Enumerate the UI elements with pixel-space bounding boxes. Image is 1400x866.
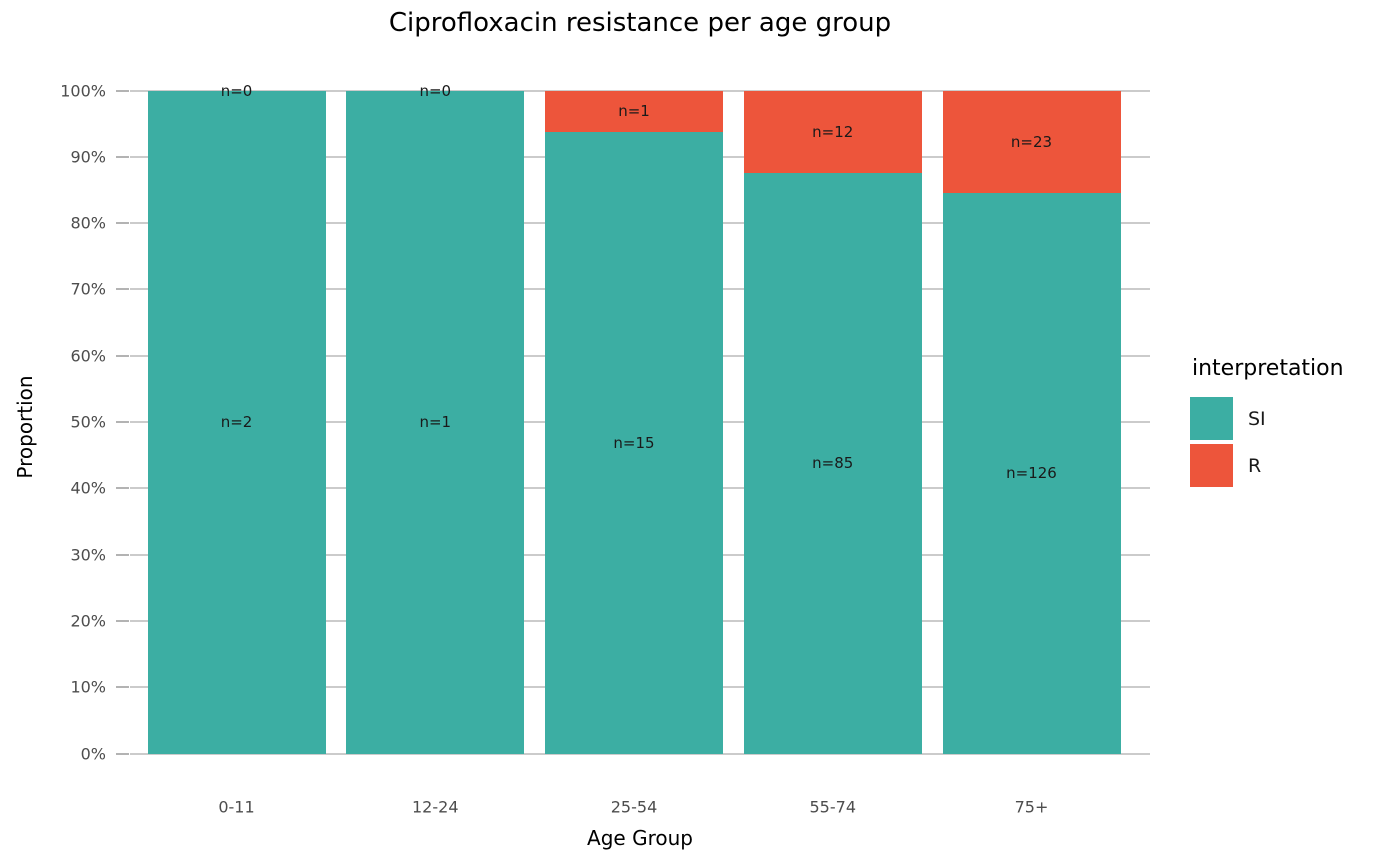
y-tick-label: 50%: [70, 412, 106, 432]
y-axis-title: Proportion: [13, 375, 37, 479]
y-tick-label: 80%: [70, 213, 106, 233]
bar-segment-si: [346, 90, 525, 754]
x-tick-label: 12-24: [412, 797, 459, 817]
chart-title: Ciprofloxacin resistance per age group: [388, 8, 892, 38]
y-axis-tick: [116, 421, 129, 423]
legend-key-swatch: [1190, 444, 1233, 487]
y-tick-label: 10%: [70, 677, 106, 697]
y-axis-tick: [116, 553, 129, 556]
bar-count-label-r: n=23: [1010, 132, 1053, 151]
y-axis-tick: [116, 619, 129, 622]
bar-segment-r: [545, 90, 723, 132]
y-tick-label: 90%: [70, 147, 106, 167]
bar-segment-r: [743, 90, 922, 173]
y-tick-label: 20%: [70, 611, 106, 631]
x-axis-title: Age Group: [587, 826, 693, 850]
bar-count-label-r: n=12: [812, 122, 854, 141]
legend-label: SI: [1248, 407, 1266, 430]
x-tick-label: 25-54: [610, 797, 658, 817]
y-tick-label: 30%: [70, 545, 106, 565]
y-axis-tick: [116, 155, 129, 158]
gridline: [130, 752, 1150, 755]
legend: interpretation SI R: [1190, 356, 1344, 487]
bar-segment-si: [942, 192, 1121, 754]
bar-count-label-si: n=85: [812, 454, 854, 472]
legend-items: SI R: [1190, 397, 1344, 487]
bar-segment-r: [942, 90, 1121, 193]
bar-segment-si: [743, 172, 922, 754]
bar-count-label-si: n=15: [613, 433, 655, 452]
y-axis-tick: [116, 354, 129, 357]
legend-key-swatch: [1190, 397, 1233, 440]
bar-count-label-r: n=0: [220, 81, 253, 100]
y-tick-label: 100%: [60, 81, 106, 100]
y-axis-tick: [116, 686, 129, 689]
y-tick-label: 40%: [70, 478, 106, 498]
y-axis-tick: [116, 89, 129, 92]
x-tick-label: 75+: [1014, 797, 1049, 817]
bar-count-label-si: n=126: [1006, 464, 1057, 483]
y-tick-label: 70%: [70, 279, 106, 299]
legend-item: R: [1190, 444, 1344, 487]
legend-item: SI: [1190, 397, 1344, 440]
plot-area: n=2 n=0 n=1 n=0 n=15 n=1 n=85 n=12 n=126 n=23: [130, 82, 1150, 755]
y-axis-tick: [116, 288, 129, 291]
x-tick-label: 0-11: [218, 797, 255, 817]
legend-title: interpretation: [1192, 356, 1344, 381]
bar-segment-si: [545, 131, 723, 754]
bar-count-label-si: n=1: [419, 413, 452, 431]
bar-count-label-r: n=1: [618, 102, 650, 121]
bar-count-label-r: n=0: [419, 81, 452, 100]
y-axis-tick: [116, 222, 129, 225]
y-axis-tick: [116, 487, 129, 490]
y-tick-label: 60%: [70, 346, 106, 366]
y-tick-label: 0%: [80, 744, 106, 763]
legend-label: R: [1248, 454, 1262, 477]
x-tick-label: 55-74: [809, 797, 857, 817]
y-axis-tick: [116, 752, 129, 755]
bar-segment-si: [147, 90, 326, 754]
bar-count-label-si: n=2: [220, 413, 253, 431]
